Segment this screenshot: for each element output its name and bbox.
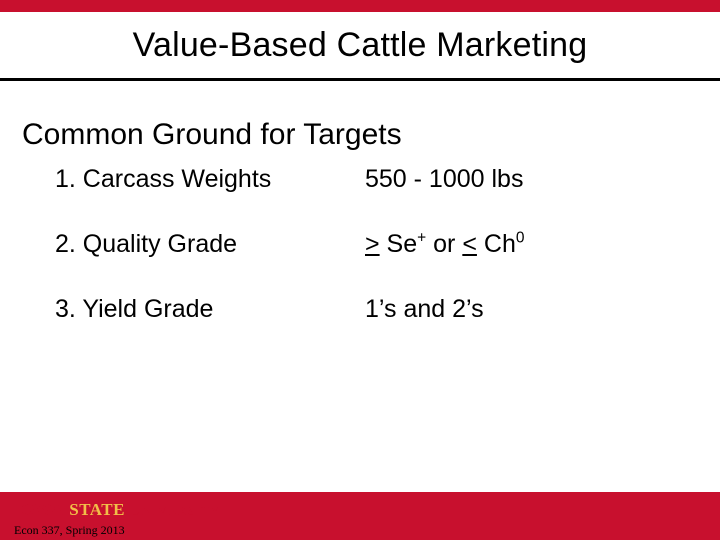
qg-se: Se xyxy=(380,230,418,258)
qg-sup-zero: 0 xyxy=(516,230,525,247)
lte-symbol: < xyxy=(462,230,477,258)
slide: Value-Based Cattle Marketing Common Grou… xyxy=(0,0,720,540)
slide-title: Value-Based Cattle Marketing xyxy=(133,26,588,65)
qg-join: or xyxy=(426,230,462,258)
top-accent-bar xyxy=(0,0,720,12)
gte-symbol: > xyxy=(365,230,380,258)
target-value: 550 - 1000 lbs xyxy=(365,165,695,194)
title-underline xyxy=(0,78,720,81)
targets-table: 1. Carcass Weights 550 - 1000 lbs 2. Qua… xyxy=(55,165,695,360)
target-value-quality-grade: > Se+ or < Ch0 xyxy=(365,230,695,259)
isu-logo-iowa: IOWA xyxy=(14,500,63,520)
target-label: 3. Yield Grade xyxy=(55,295,365,324)
qg-ch: Ch xyxy=(477,230,516,258)
isu-logo-university: UNIVERSITY xyxy=(131,503,221,519)
target-value: 1’s and 2’s xyxy=(365,295,695,324)
isu-logo: IOWA STATE UNIVERSITY xyxy=(14,500,221,520)
course-footer: Econ 337, Spring 2013 xyxy=(14,523,125,538)
target-label: 2. Quality Grade xyxy=(55,230,365,259)
qg-sup-plus: + xyxy=(417,230,426,247)
title-row: Value-Based Cattle Marketing xyxy=(0,12,720,78)
table-row: 2. Quality Grade > Se+ or < Ch0 xyxy=(55,230,695,259)
target-label: 1. Carcass Weights xyxy=(55,165,365,194)
isu-logo-state: STATE xyxy=(69,500,125,520)
table-row: 3. Yield Grade 1’s and 2’s xyxy=(55,295,695,324)
table-row: 1. Carcass Weights 550 - 1000 lbs xyxy=(55,165,695,194)
subheading: Common Ground for Targets xyxy=(22,118,402,152)
